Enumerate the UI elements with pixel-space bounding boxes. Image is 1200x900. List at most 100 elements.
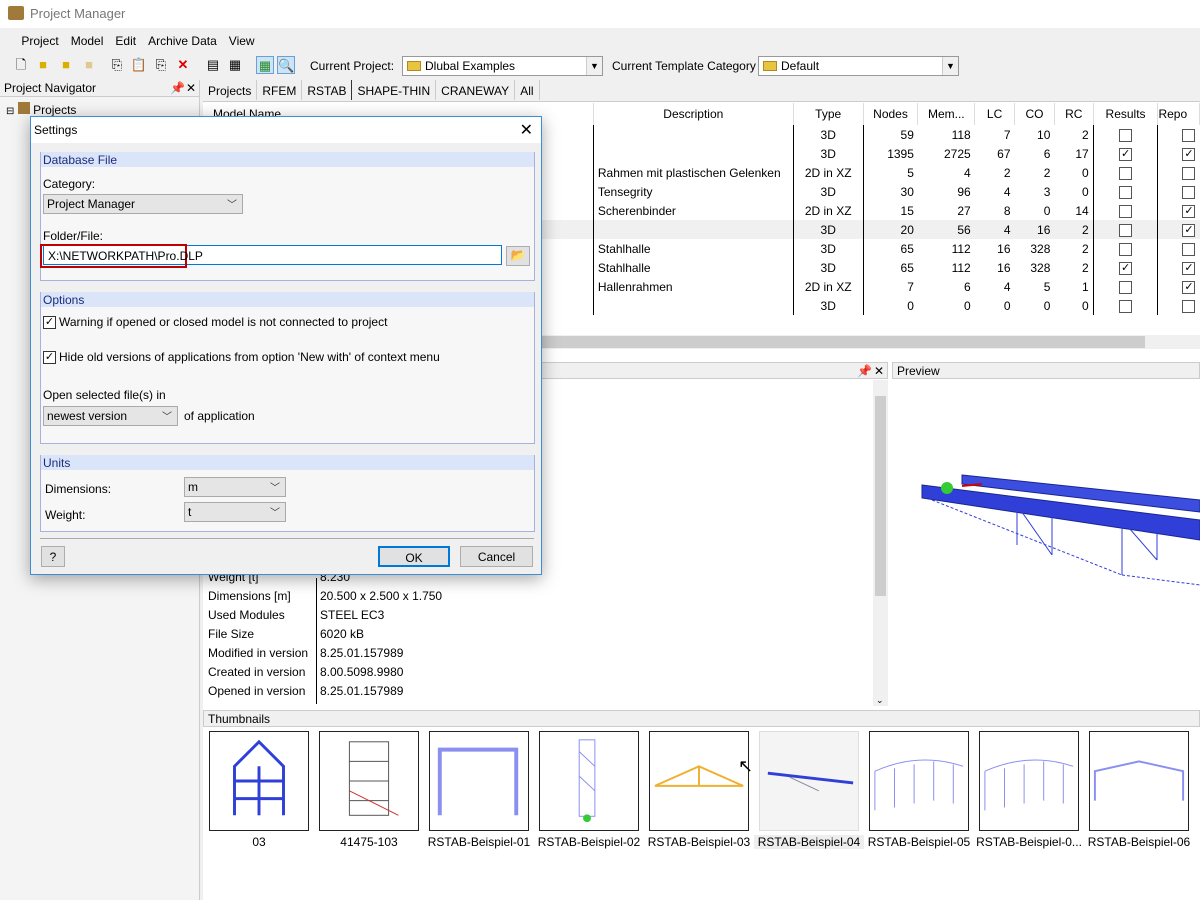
collapse-icon[interactable]: ⊟	[6, 106, 15, 117]
edit-folder-icon[interactable]: ■	[62, 57, 70, 72]
delete-folder-icon[interactable]: ■	[85, 57, 93, 72]
report-checkbox[interactable]	[1182, 242, 1196, 256]
weight-select[interactable]: t ﹀	[184, 502, 286, 522]
tab-craneway[interactable]: CRANEWAY	[436, 80, 516, 100]
ok-button[interactable]: OK	[378, 546, 450, 567]
tab-rfem[interactable]: RFEM	[257, 80, 303, 100]
template-category-select[interactable]: Default ▼	[758, 56, 959, 76]
browse-button[interactable]: 📂	[506, 246, 530, 266]
copy-to-icon[interactable]: ⎘	[155, 57, 167, 72]
table-row[interactable]: Hallenrahmen 2D in XZ 7 6 4 5 1 ✓	[203, 277, 1200, 296]
col-report[interactable]: Repo	[1157, 103, 1200, 125]
thumbnail[interactable]	[869, 731, 969, 831]
report-checkbox[interactable]: ✓	[1182, 280, 1196, 294]
table-row[interactable]: 3D 59 118 7 10 2	[203, 125, 1200, 144]
report-checkbox[interactable]	[1182, 166, 1196, 180]
col-co[interactable]: CO	[1014, 103, 1055, 125]
pin-icon[interactable]: 📌	[857, 364, 872, 378]
col-rc[interactable]: RC	[1054, 103, 1094, 125]
thumbnail-label[interactable]: 03	[252, 835, 266, 849]
table-row[interactable]: 3D 1395 2725 67 6 17 ✓ ✓	[203, 144, 1200, 163]
close-icon[interactable]: ✕	[186, 81, 197, 95]
thumbnail-label[interactable]: RSTAB-Beispiel-0...	[976, 835, 1082, 849]
hide-old-versions-checkbox[interactable]: ✓	[43, 351, 56, 364]
table-row[interactable]: Tensegrity 3D 30 96 4 3 0	[203, 182, 1200, 201]
tab-rstab[interactable]: RSTAB	[302, 80, 353, 100]
menu-project[interactable]: Project	[21, 34, 59, 48]
col-lc[interactable]: LC	[974, 103, 1015, 125]
pin-icon[interactable]: 📌	[170, 81, 185, 95]
open-version-select[interactable]: newest version ﹀	[43, 406, 178, 426]
menu-view[interactable]: View	[228, 34, 255, 48]
archive-icon[interactable]: ▤	[206, 57, 220, 72]
report-checkbox[interactable]: ✓	[1182, 204, 1196, 218]
thumbnail-label[interactable]: RSTAB-Beispiel-03	[647, 835, 751, 849]
thumbnail[interactable]	[979, 731, 1079, 831]
close-icon[interactable]: ✕	[519, 122, 533, 139]
report-checkbox[interactable]: ✓	[1182, 223, 1196, 237]
thumbnail[interactable]	[319, 731, 419, 831]
table-row[interactable]: Rahmen mit plastischen Gelenken 2D in XZ 5…	[203, 163, 1200, 182]
preview-view-icon[interactable]: 🔍	[277, 56, 295, 74]
new-folder-icon[interactable]: ■	[39, 57, 47, 72]
table-row[interactable]: Stahlhalle 3D 65 112 16 328 2	[203, 239, 1200, 258]
cancel-button[interactable]: Cancel	[460, 546, 533, 567]
thumbnail-label[interactable]: RSTAB-Beispiel-01	[427, 835, 531, 849]
thumbnail[interactable]	[429, 731, 529, 831]
horizontal-scrollbar[interactable]	[540, 335, 1200, 349]
thumbnail-label[interactable]: 41475-103	[340, 835, 398, 849]
thumbnail[interactable]	[649, 731, 749, 831]
thumbnail[interactable]	[209, 731, 309, 831]
tab-all[interactable]: All	[515, 80, 540, 100]
results-checkbox[interactable]	[1119, 223, 1133, 237]
col-nodes[interactable]: Nodes	[863, 103, 919, 125]
thumbnail-label[interactable]: RSTAB-Beispiel-04	[754, 835, 864, 849]
dimensions-select[interactable]: m ﹀	[184, 477, 286, 497]
thumbnail[interactable]	[1089, 731, 1189, 831]
table-row[interactable]: Stahlhalle 3D 65 112 16 328 2 ✓ ✓	[203, 258, 1200, 277]
thumbnail-label[interactable]: RSTAB-Beispiel-06	[1087, 835, 1191, 849]
results-checkbox[interactable]	[1119, 204, 1133, 218]
table-row[interactable]: Scherenbinder 2D in XZ 15 27 8 0 14 ✓	[203, 201, 1200, 220]
report-checkbox[interactable]	[1182, 185, 1196, 199]
tab-projects[interactable]: Projects	[203, 80, 258, 100]
category-select[interactable]: Project Manager ﹀	[43, 194, 243, 214]
warning-checkbox[interactable]: ✓	[43, 316, 56, 329]
menu-archive-data[interactable]: Archive Data	[148, 34, 217, 48]
menu-model[interactable]: Model	[70, 34, 104, 48]
col-members[interactable]: Mem...	[917, 103, 976, 125]
thumbnail-label[interactable]: RSTAB-Beispiel-02	[537, 835, 641, 849]
table-icon[interactable]: ▦	[228, 57, 242, 72]
help-button[interactable]: ?	[41, 546, 65, 567]
col-results[interactable]: Results	[1093, 103, 1159, 125]
results-checkbox[interactable]	[1119, 166, 1133, 180]
paste-icon[interactable]: 📋	[130, 57, 148, 72]
thumbnail[interactable]	[759, 731, 859, 831]
details-vertical-scrollbar[interactable]: ⌄	[873, 380, 888, 706]
report-checkbox[interactable]: ✓	[1182, 261, 1196, 275]
copy-icon[interactable]: ⎘	[111, 57, 123, 72]
scrollbar-thumb[interactable]	[875, 396, 886, 596]
thumbnail[interactable]	[539, 731, 639, 831]
close-icon[interactable]: ✕	[874, 364, 885, 378]
col-description[interactable]: Description	[593, 103, 794, 125]
col-type[interactable]: Type	[793, 103, 864, 125]
report-checkbox[interactable]	[1182, 299, 1196, 313]
results-checkbox[interactable]	[1119, 185, 1133, 199]
results-checkbox[interactable]	[1119, 242, 1133, 256]
results-checkbox[interactable]	[1119, 280, 1133, 294]
table-row[interactable]: 3D 0 0 0 0 0	[203, 296, 1200, 315]
details-view-icon[interactable]: ▦	[256, 56, 274, 74]
report-checkbox[interactable]: ✓	[1182, 147, 1196, 161]
new-icon[interactable]: 🗋	[15, 57, 27, 72]
delete-icon[interactable]: ✕	[177, 57, 189, 72]
results-checkbox[interactable]	[1119, 299, 1133, 313]
thumbnail-label[interactable]: RSTAB-Beispiel-05	[867, 835, 971, 849]
tab-shape-thin[interactable]: SHAPE-THIN	[352, 80, 437, 100]
menu-edit[interactable]: Edit	[115, 34, 137, 48]
scroll-down-icon[interactable]: ⌄	[876, 695, 884, 705]
scrollbar-thumb[interactable]	[540, 336, 1145, 348]
tree-item-projects[interactable]: ⊟ Projects	[6, 102, 76, 117]
results-checkbox[interactable]: ✓	[1119, 147, 1133, 161]
results-checkbox[interactable]: ✓	[1119, 261, 1133, 275]
